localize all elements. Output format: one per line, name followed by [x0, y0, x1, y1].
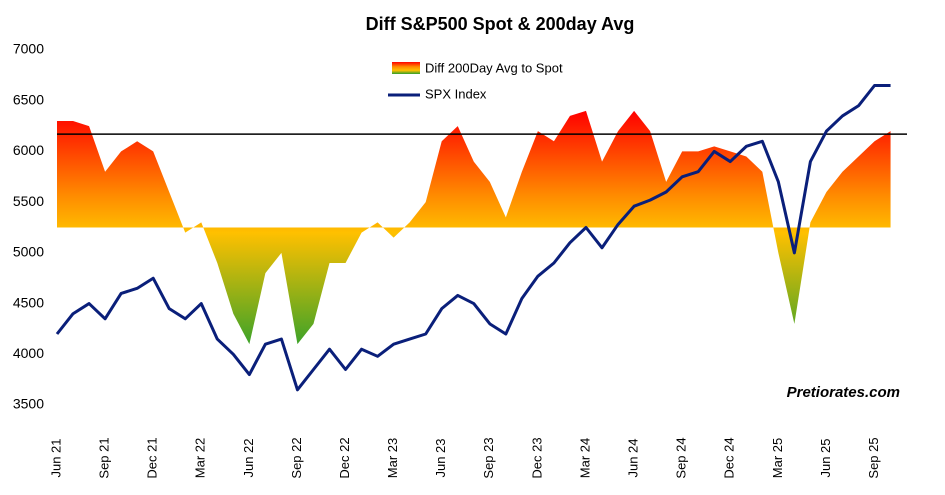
y-tick-label: 5500	[13, 193, 44, 209]
x-tick-label: Sep 23	[481, 437, 496, 478]
x-tick-label: Mar 25	[770, 438, 785, 478]
x-tick-label: Mar 24	[577, 438, 592, 478]
x-tick-label: Dec 22	[337, 437, 352, 478]
legend-label: Diff 200Day Avg to Spot	[425, 60, 563, 75]
x-tick-label: Dec 23	[529, 437, 544, 478]
x-tick-label: Dec 21	[145, 437, 160, 478]
x-tick-label: Jun 21	[48, 438, 63, 477]
x-tick-label: Jun 24	[626, 438, 641, 477]
x-tick-label: Mar 23	[385, 438, 400, 478]
watermark: Pretiorates.com	[787, 384, 900, 401]
y-tick-label: 4500	[13, 294, 44, 310]
x-tick-label: Jun 22	[241, 438, 256, 477]
y-tick-label: 5000	[13, 244, 44, 260]
x-tick-label: Sep 21	[97, 437, 112, 478]
spx-line	[55, 84, 891, 392]
y-tick-label: 4000	[13, 345, 44, 361]
legend-label: SPX Index	[425, 86, 487, 101]
x-tick-label: Jun 23	[433, 438, 448, 477]
y-tick-label: 6000	[13, 142, 44, 158]
x-tick-label: Jun 25	[818, 438, 833, 477]
y-tick-label: 6500	[13, 91, 44, 107]
x-tick-label: Sep 25	[866, 437, 881, 478]
x-tick-label: Sep 24	[674, 437, 689, 478]
diff-area	[57, 110, 891, 345]
y-tick-label: 3500	[13, 396, 44, 412]
x-tick-label: Dec 24	[722, 437, 737, 478]
legend-swatch	[392, 62, 420, 74]
y-tick-label: 7000	[13, 41, 44, 57]
x-tick-label: Sep 22	[289, 437, 304, 478]
x-tick-label: Mar 22	[193, 438, 208, 478]
chart-title: Diff S&P500 Spot & 200day Avg	[366, 14, 635, 34]
